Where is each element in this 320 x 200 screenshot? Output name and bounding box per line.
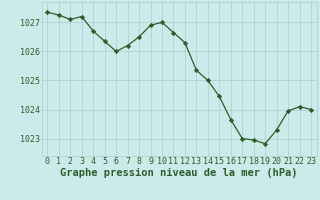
X-axis label: Graphe pression niveau de la mer (hPa): Graphe pression niveau de la mer (hPa) (60, 168, 298, 178)
